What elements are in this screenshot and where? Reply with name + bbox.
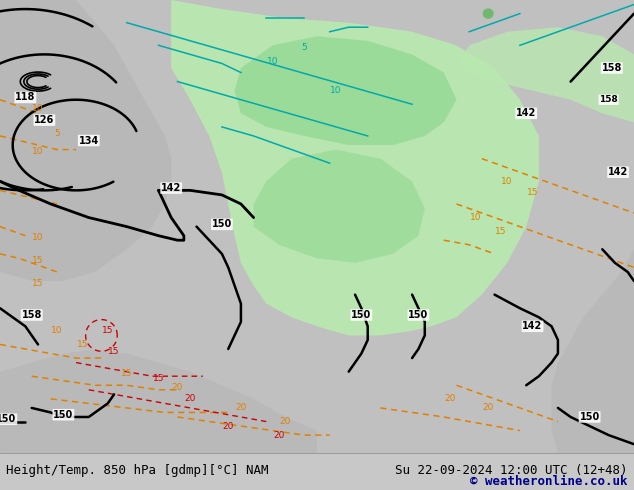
Polygon shape bbox=[235, 36, 456, 145]
Text: 20: 20 bbox=[273, 431, 285, 440]
Text: 20: 20 bbox=[184, 394, 196, 403]
Polygon shape bbox=[171, 0, 539, 335]
Text: 10: 10 bbox=[267, 57, 278, 66]
Text: 5: 5 bbox=[54, 129, 60, 138]
Text: 15: 15 bbox=[121, 369, 133, 378]
Text: 150: 150 bbox=[351, 310, 372, 320]
Text: 10: 10 bbox=[32, 233, 44, 243]
Text: 15: 15 bbox=[32, 279, 44, 288]
Text: 5: 5 bbox=[301, 43, 307, 52]
Text: 158: 158 bbox=[22, 310, 42, 320]
Text: 10: 10 bbox=[470, 213, 481, 222]
Text: 142: 142 bbox=[522, 321, 543, 331]
Polygon shape bbox=[0, 0, 171, 281]
Text: 150: 150 bbox=[212, 220, 232, 229]
Text: 10: 10 bbox=[501, 177, 513, 186]
Text: 10: 10 bbox=[32, 104, 44, 113]
Text: Height/Temp. 850 hPa [gdmp][°C] NAM: Height/Temp. 850 hPa [gdmp][°C] NAM bbox=[6, 464, 269, 477]
Text: 142: 142 bbox=[608, 167, 628, 177]
Text: © weatheronline.co.uk: © weatheronline.co.uk bbox=[470, 475, 628, 488]
Text: 150: 150 bbox=[53, 410, 74, 420]
Text: 118: 118 bbox=[15, 93, 36, 102]
Text: 142: 142 bbox=[516, 108, 536, 118]
Text: 10: 10 bbox=[51, 326, 63, 335]
Text: 15: 15 bbox=[77, 340, 88, 349]
Text: 150: 150 bbox=[408, 310, 429, 320]
Polygon shape bbox=[0, 349, 317, 453]
Text: 10: 10 bbox=[330, 86, 342, 95]
Text: 20: 20 bbox=[223, 421, 234, 431]
Text: 15: 15 bbox=[102, 326, 113, 335]
Text: 15: 15 bbox=[527, 188, 538, 197]
Text: 15: 15 bbox=[108, 347, 120, 356]
Text: 126: 126 bbox=[34, 115, 55, 125]
Text: 150: 150 bbox=[0, 414, 16, 424]
Text: 158: 158 bbox=[602, 63, 622, 73]
Text: 20: 20 bbox=[444, 394, 456, 403]
Text: Su 22-09-2024 12:00 UTC (12+48): Su 22-09-2024 12:00 UTC (12+48) bbox=[395, 464, 628, 477]
Text: 15: 15 bbox=[153, 374, 164, 383]
Ellipse shape bbox=[483, 9, 493, 18]
Text: 15: 15 bbox=[32, 256, 44, 265]
Text: 10: 10 bbox=[32, 147, 44, 156]
Text: 158: 158 bbox=[599, 95, 618, 104]
Text: 150: 150 bbox=[579, 412, 600, 422]
Text: 142: 142 bbox=[161, 183, 181, 193]
Text: 20: 20 bbox=[280, 417, 291, 426]
Text: 20: 20 bbox=[235, 403, 247, 413]
Text: 134: 134 bbox=[79, 136, 99, 146]
Polygon shape bbox=[552, 249, 634, 453]
Text: 15: 15 bbox=[495, 227, 507, 236]
Text: 20: 20 bbox=[482, 403, 494, 413]
Polygon shape bbox=[254, 149, 425, 263]
Polygon shape bbox=[456, 27, 634, 122]
Text: 20: 20 bbox=[172, 383, 183, 392]
